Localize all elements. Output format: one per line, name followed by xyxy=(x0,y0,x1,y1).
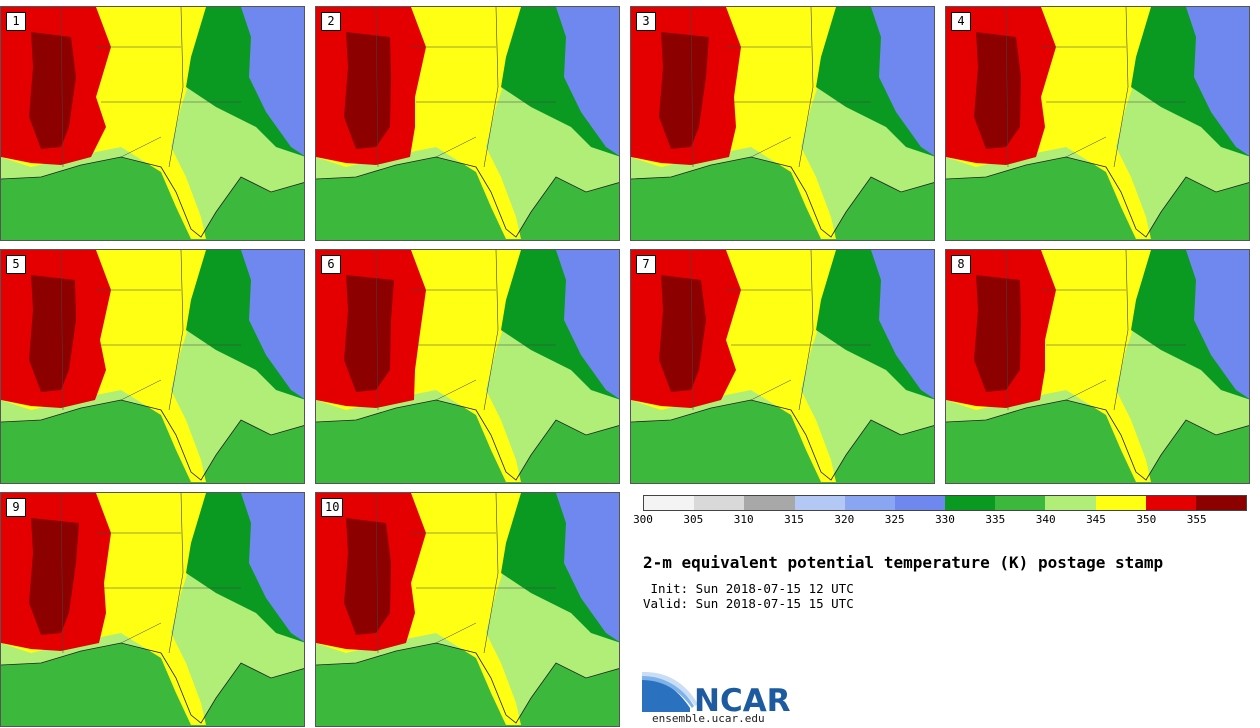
colorbar-segment xyxy=(1095,496,1146,510)
logo-text: NCAR xyxy=(694,683,791,718)
stamp-member-label: 5 xyxy=(6,255,26,274)
colorbar-segment xyxy=(1195,496,1247,510)
colorbar-segment xyxy=(894,496,946,510)
stamp-member-label: 2 xyxy=(321,12,341,31)
postage-stamp-map: 10 xyxy=(315,492,620,727)
colorbar-tick-label: 345 xyxy=(1086,513,1106,526)
colorbar-tick-label: 305 xyxy=(683,513,704,526)
stamp-member-label: 10 xyxy=(321,498,344,517)
postage-stamp-map: 3 xyxy=(630,6,935,241)
stamp-member-label: 8 xyxy=(951,255,971,274)
colorbar-tick-label: 300 xyxy=(633,513,653,526)
colorbar-segment xyxy=(794,496,845,510)
postage-stamp-map: 8 xyxy=(945,249,1250,484)
colorbar-tick-label: 315 xyxy=(784,513,804,526)
stamp-member-label: 3 xyxy=(636,12,656,31)
postage-stamp-map: 9 xyxy=(0,492,305,727)
colorbar-tick-label: 355 xyxy=(1186,513,1207,526)
stamp-member-label: 4 xyxy=(951,12,971,31)
logo-url: ensemble.ucar.edu xyxy=(652,712,765,725)
colorbar-segment xyxy=(744,496,795,510)
stamp-member-label: 6 xyxy=(321,255,341,274)
colorbar-tick-label: 320 xyxy=(834,513,855,526)
colorbar-tick-label: 350 xyxy=(1136,513,1157,526)
init-time: Init: Sun 2018-07-15 12 UTC xyxy=(643,581,854,596)
colorbar-tick-label: 310 xyxy=(733,513,754,526)
colorbar xyxy=(643,495,1247,511)
colorbar-segment xyxy=(945,496,996,510)
colorbar-segment xyxy=(1145,496,1196,510)
stamp-member-label: 9 xyxy=(6,498,26,517)
postage-stamp-map: 1 xyxy=(0,6,305,241)
ncar-logo: NCAR xyxy=(642,671,802,724)
page-title: 2-m equivalent potential temperature (K)… xyxy=(643,553,1164,572)
colorbar-segment xyxy=(644,496,695,510)
postage-stamp-map: 5 xyxy=(0,249,305,484)
postage-stamp-map: 2 xyxy=(315,6,620,241)
postage-stamp-map: 4 xyxy=(945,6,1250,241)
colorbar-segment xyxy=(1045,496,1096,510)
colorbar-segment xyxy=(844,496,895,510)
colorbar-tick-label: 325 xyxy=(884,513,905,526)
colorbar-tick-label: 340 xyxy=(1035,513,1056,526)
stamp-member-label: 7 xyxy=(636,255,656,274)
stamp-member-label: 1 xyxy=(6,12,26,31)
colorbar-segment xyxy=(995,496,1046,510)
valid-time: Valid: Sun 2018-07-15 15 UTC xyxy=(643,596,854,611)
colorbar-tick-label: 330 xyxy=(935,513,955,526)
colorbar-tick-label: 335 xyxy=(985,513,1006,526)
postage-stamp-map: 7 xyxy=(630,249,935,484)
colorbar-segment xyxy=(694,496,745,510)
postage-stamp-map: 6 xyxy=(315,249,620,484)
